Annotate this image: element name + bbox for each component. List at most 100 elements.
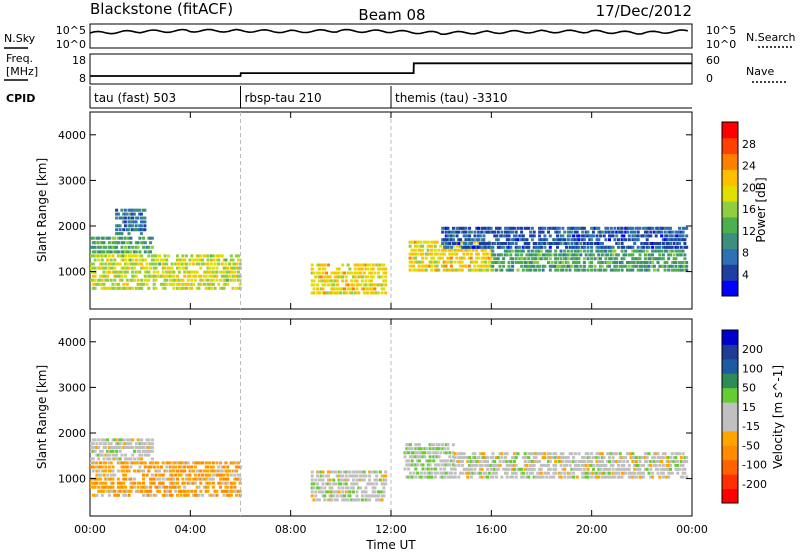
heatmap-cell xyxy=(158,254,162,258)
heatmap-cell xyxy=(129,241,133,245)
heatmap-cell xyxy=(661,253,665,257)
colorbar-tick-label: 100 xyxy=(742,362,763,375)
heatmap-cell xyxy=(201,258,205,262)
heatmap-cell xyxy=(419,475,423,479)
heatmap-cell xyxy=(93,274,97,278)
heatmap-cell xyxy=(532,242,536,245)
heatmap-cell xyxy=(471,245,475,249)
heatmap-cell xyxy=(380,474,384,478)
heatmap-cell xyxy=(426,244,430,248)
heatmap-cell xyxy=(552,475,556,479)
heatmap-cell xyxy=(91,266,95,270)
heatmap-cell xyxy=(602,475,606,479)
heatmap-cell xyxy=(195,286,199,290)
heatmap-cell xyxy=(608,238,611,242)
heatmap-cell xyxy=(168,465,172,469)
heatmap-cell xyxy=(111,245,115,249)
heatmap-cell xyxy=(656,230,660,234)
heatmap-cell xyxy=(606,471,610,475)
heatmap-cell xyxy=(611,467,615,471)
heatmap-cell xyxy=(147,278,151,282)
heatmap-cell xyxy=(186,461,190,465)
heatmap-cell xyxy=(425,459,428,463)
heatmap-cell xyxy=(335,267,339,271)
heatmap-cell xyxy=(599,249,602,253)
heatmap-cell xyxy=(477,230,481,234)
heatmap-cell xyxy=(231,461,235,465)
heatmap-cell xyxy=(375,482,379,486)
heatmap-cell xyxy=(172,270,176,274)
heatmap-cell xyxy=(382,490,386,494)
heatmap-cell xyxy=(458,240,462,244)
heatmap-cell xyxy=(188,274,192,278)
heatmap-cell xyxy=(498,234,502,238)
heatmap-cell xyxy=(238,262,242,266)
heatmap-cell xyxy=(382,474,386,478)
heatmap-cell xyxy=(222,274,226,278)
heatmap-cell xyxy=(421,248,425,252)
heatmap-cell xyxy=(351,287,355,291)
heatmap-cell xyxy=(100,262,104,266)
heatmap-cell xyxy=(475,463,479,467)
heatmap-cell xyxy=(475,238,479,242)
heatmap-cell xyxy=(575,467,579,471)
heatmap-cell xyxy=(467,248,471,252)
heatmap-cell xyxy=(136,449,140,453)
heatmap-cell xyxy=(599,261,602,264)
colorbar-swatch xyxy=(722,201,738,218)
heatmap-cell xyxy=(192,262,196,266)
heatmap-cell xyxy=(147,469,151,473)
heatmap-cell xyxy=(138,449,142,453)
heatmap-cell xyxy=(561,264,565,268)
heatmap-cell xyxy=(113,274,117,278)
heatmap-cell xyxy=(448,260,452,264)
heatmap-cell xyxy=(645,238,649,242)
heatmap-cell xyxy=(627,226,631,230)
heatmap-cell xyxy=(487,256,491,260)
heatmap-cell xyxy=(597,245,601,249)
heatmap-cell xyxy=(118,485,122,489)
heatmap-cell xyxy=(407,475,411,479)
heatmap-cell xyxy=(460,463,464,467)
heatmap-cell xyxy=(548,245,552,249)
heatmap-cell xyxy=(195,485,199,489)
heatmap-cell xyxy=(527,475,531,479)
heatmap-cell xyxy=(523,463,527,467)
heatmap-cell xyxy=(310,486,314,490)
heatmap-cell xyxy=(341,498,345,502)
heatmap-cell xyxy=(154,286,158,290)
heatmap-cell xyxy=(183,266,187,270)
heatmap-cell xyxy=(199,481,203,485)
heatmap-cell xyxy=(437,443,441,447)
heatmap-cell xyxy=(224,485,228,489)
heatmap-cell xyxy=(384,474,388,478)
heatmap-cell xyxy=(206,469,210,473)
heatmap-cell xyxy=(415,240,419,244)
heatmap-cell xyxy=(217,465,221,469)
heatmap-cell xyxy=(600,471,604,475)
heatmap-cell xyxy=(430,471,434,475)
heatmap-cell xyxy=(125,438,129,442)
heatmap-cell xyxy=(416,471,420,475)
heatmap-cell xyxy=(575,463,579,467)
heatmap-cell xyxy=(468,234,472,238)
heatmap-cell xyxy=(124,236,127,240)
heatmap-cell xyxy=(176,266,179,270)
heatmap-cell xyxy=(100,453,104,457)
heatmap-cell xyxy=(573,242,577,245)
heatmap-cell xyxy=(507,230,511,234)
heatmap-cell xyxy=(366,494,370,498)
heatmap-cell xyxy=(93,461,97,465)
heatmap-cell xyxy=(211,258,215,262)
heatmap-cell xyxy=(199,461,203,465)
heatmap-cell xyxy=(125,270,129,274)
heatmap-cell xyxy=(489,467,493,471)
heatmap-cell xyxy=(661,226,665,230)
heatmap-cell xyxy=(428,451,432,455)
heatmap-cell xyxy=(459,456,463,460)
heatmap-cell xyxy=(527,257,531,261)
heatmap-cell xyxy=(124,266,127,270)
heatmap-cell xyxy=(520,467,524,471)
heatmap-cell xyxy=(491,249,495,253)
heatmap-cell xyxy=(143,489,147,493)
